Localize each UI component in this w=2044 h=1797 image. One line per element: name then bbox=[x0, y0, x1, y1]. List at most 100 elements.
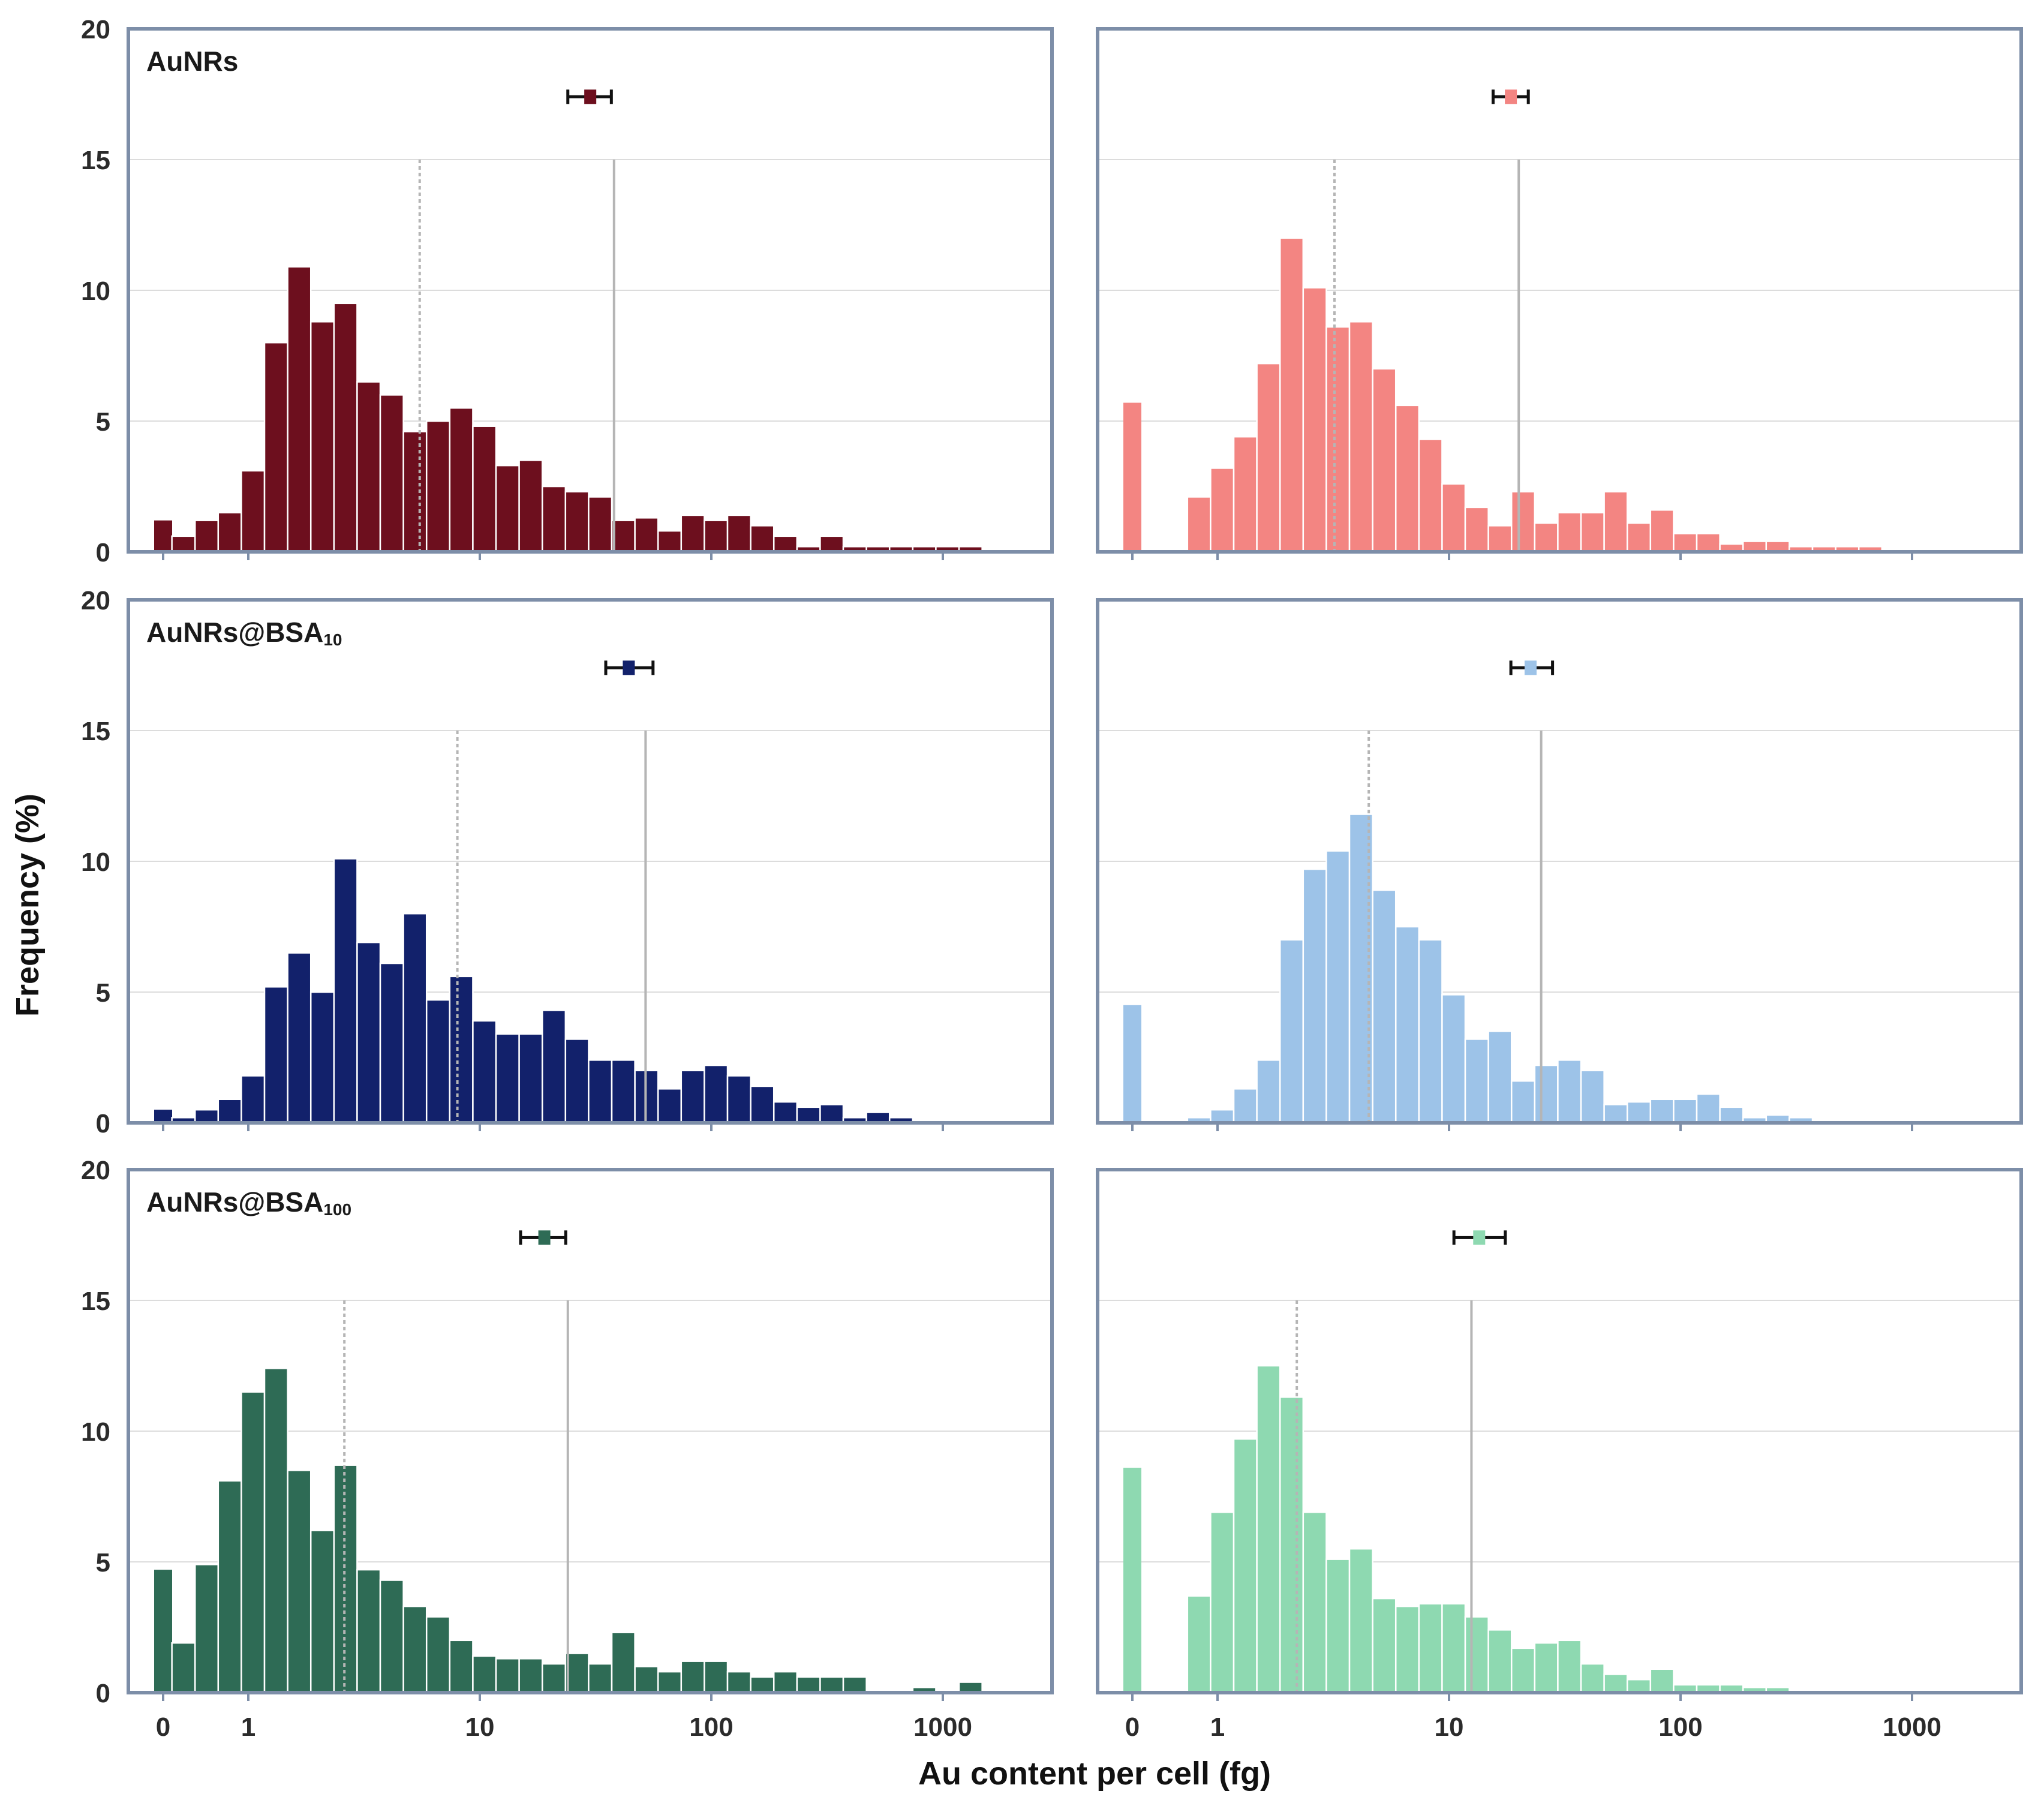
bar bbox=[1394, 404, 1420, 553]
bar bbox=[263, 341, 288, 553]
bar bbox=[1186, 496, 1212, 553]
x-tick-label: 1 bbox=[1210, 1712, 1225, 1742]
bar bbox=[379, 1579, 404, 1694]
bar bbox=[356, 381, 381, 553]
bar bbox=[1580, 1069, 1605, 1124]
bar bbox=[750, 525, 775, 553]
bar bbox=[1487, 1030, 1513, 1124]
bar bbox=[772, 535, 798, 553]
bar bbox=[309, 1529, 335, 1694]
panel-6: 0 1 10 100 1000 bbox=[1096, 1168, 2023, 1742]
y-tick-label: 15 bbox=[81, 717, 110, 746]
bar bbox=[1580, 512, 1605, 553]
bar bbox=[263, 986, 288, 1124]
panel-frame bbox=[127, 27, 1054, 554]
bar bbox=[611, 1059, 636, 1124]
bar bbox=[449, 1639, 474, 1694]
y-axis-label: Frequency (%) bbox=[10, 794, 46, 1017]
bar bbox=[704, 519, 729, 553]
bar bbox=[1186, 1595, 1212, 1694]
bar bbox=[379, 962, 404, 1124]
bar bbox=[1649, 1668, 1675, 1694]
bar bbox=[1464, 1038, 1489, 1124]
bar bbox=[1649, 509, 1675, 553]
y-tick-label: 10 bbox=[81, 848, 110, 877]
bar bbox=[1603, 491, 1628, 553]
y-tick-label: 0 bbox=[96, 538, 110, 567]
y-tick-label: 0 bbox=[96, 1679, 110, 1708]
bar bbox=[402, 912, 428, 1124]
bar bbox=[217, 512, 242, 553]
bar bbox=[194, 1108, 220, 1124]
bar bbox=[309, 321, 335, 553]
bar bbox=[1626, 1678, 1652, 1694]
bar bbox=[402, 431, 428, 553]
bar bbox=[634, 1666, 659, 1694]
bar bbox=[1719, 1106, 1744, 1124]
panel-title-main: AuNRs@BSA bbox=[146, 1186, 323, 1218]
panel-title-main: AuNRs bbox=[146, 46, 238, 77]
bar bbox=[819, 535, 844, 553]
bar bbox=[1325, 850, 1351, 1124]
x-tick-label: 1000 bbox=[1883, 1712, 1941, 1742]
bar bbox=[1673, 1098, 1698, 1124]
bar bbox=[564, 491, 590, 553]
bar bbox=[1603, 1673, 1628, 1694]
y-tick-label: 5 bbox=[96, 407, 110, 437]
x-tick-label: 10 bbox=[1435, 1712, 1464, 1742]
bar bbox=[680, 514, 705, 553]
bar bbox=[1325, 1558, 1351, 1694]
bar bbox=[726, 1075, 752, 1124]
bar bbox=[1534, 522, 1559, 553]
bar bbox=[171, 535, 196, 553]
panel-2 bbox=[1096, 27, 2023, 560]
bar bbox=[1210, 1108, 1235, 1124]
bar bbox=[1418, 438, 1443, 553]
bar bbox=[1510, 1080, 1536, 1124]
y-tick-label: 10 bbox=[81, 1417, 110, 1447]
panel-title-subscript: 100 bbox=[323, 1200, 351, 1219]
panel-frame bbox=[127, 598, 1054, 1125]
bar bbox=[657, 530, 683, 553]
bar bbox=[194, 1564, 220, 1694]
bar bbox=[541, 485, 567, 553]
bar bbox=[1302, 287, 1327, 553]
bar bbox=[333, 302, 358, 553]
bar bbox=[680, 1069, 705, 1124]
bar bbox=[472, 425, 497, 553]
mean-marker bbox=[1473, 1230, 1486, 1245]
bar bbox=[1696, 1093, 1721, 1124]
bar bbox=[726, 514, 752, 553]
mean-marker bbox=[584, 89, 597, 104]
bar bbox=[1233, 435, 1258, 553]
bar bbox=[472, 1020, 497, 1124]
bar bbox=[333, 1464, 358, 1694]
bar bbox=[1394, 925, 1420, 1124]
bar bbox=[1279, 1396, 1304, 1694]
bar bbox=[819, 1104, 844, 1124]
panel-title-main: AuNRs@BSA bbox=[146, 617, 323, 648]
mean-marker bbox=[1524, 660, 1537, 675]
bar bbox=[541, 1009, 567, 1124]
bar bbox=[287, 1470, 312, 1694]
y-tick-label: 20 bbox=[81, 586, 110, 615]
bar bbox=[1372, 368, 1397, 553]
panel-4 bbox=[1096, 598, 2023, 1131]
bar bbox=[449, 975, 474, 1124]
bar bbox=[750, 1085, 775, 1124]
bar bbox=[1649, 1098, 1675, 1124]
bar bbox=[472, 1655, 497, 1694]
bar bbox=[704, 1660, 729, 1694]
x-tick-label: 0 bbox=[156, 1712, 170, 1742]
panel-1: 0 5 10 15 20 AuNRs bbox=[81, 15, 1054, 567]
bar bbox=[588, 1059, 613, 1124]
bar bbox=[1626, 522, 1652, 553]
x-tick-label: 1000 bbox=[913, 1712, 972, 1742]
bar bbox=[263, 1368, 288, 1694]
bar bbox=[1279, 237, 1304, 553]
bar bbox=[750, 1676, 775, 1694]
bar bbox=[1256, 1365, 1281, 1694]
panel-title: AuNRs@BSA100 bbox=[146, 1186, 351, 1219]
bar bbox=[1348, 321, 1373, 553]
